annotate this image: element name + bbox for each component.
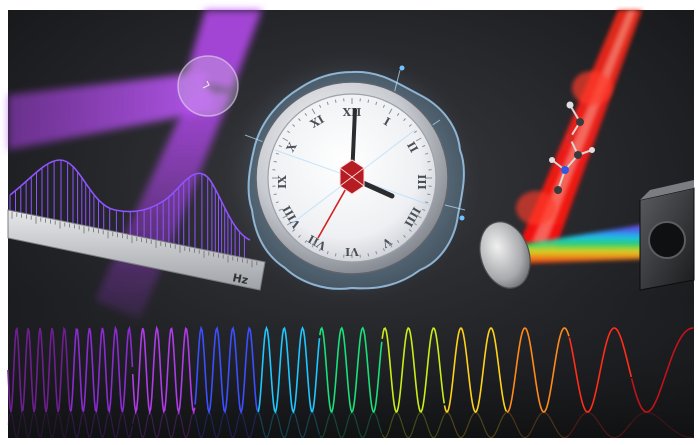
spectrum-wave <box>7 325 694 416</box>
violet-mirror <box>177 55 239 117</box>
rainbow-beam <box>512 222 672 264</box>
red-lens <box>516 191 556 225</box>
ruler-unit-label: Hz <box>231 271 249 287</box>
floor <box>8 300 694 438</box>
detector-aperture <box>648 221 686 259</box>
ruler: Hz <box>7 209 266 291</box>
spectrum-reflection <box>7 411 694 439</box>
clock-numeral: XII <box>343 106 362 119</box>
sparkle-dot <box>399 65 405 71</box>
clock-numeral: I <box>381 115 392 129</box>
clock-numeral: IX <box>276 175 289 189</box>
molecule <box>549 101 595 194</box>
sparkle-dot <box>459 215 465 221</box>
clock-numeral: III <box>415 174 428 189</box>
round-mirror <box>479 221 531 289</box>
frequency-comb-envelope <box>9 159 251 260</box>
clock-numeral: VI <box>345 245 360 258</box>
clock-numeral: XI <box>308 113 326 131</box>
detector-cube <box>639 180 695 291</box>
red-lens <box>572 71 612 105</box>
